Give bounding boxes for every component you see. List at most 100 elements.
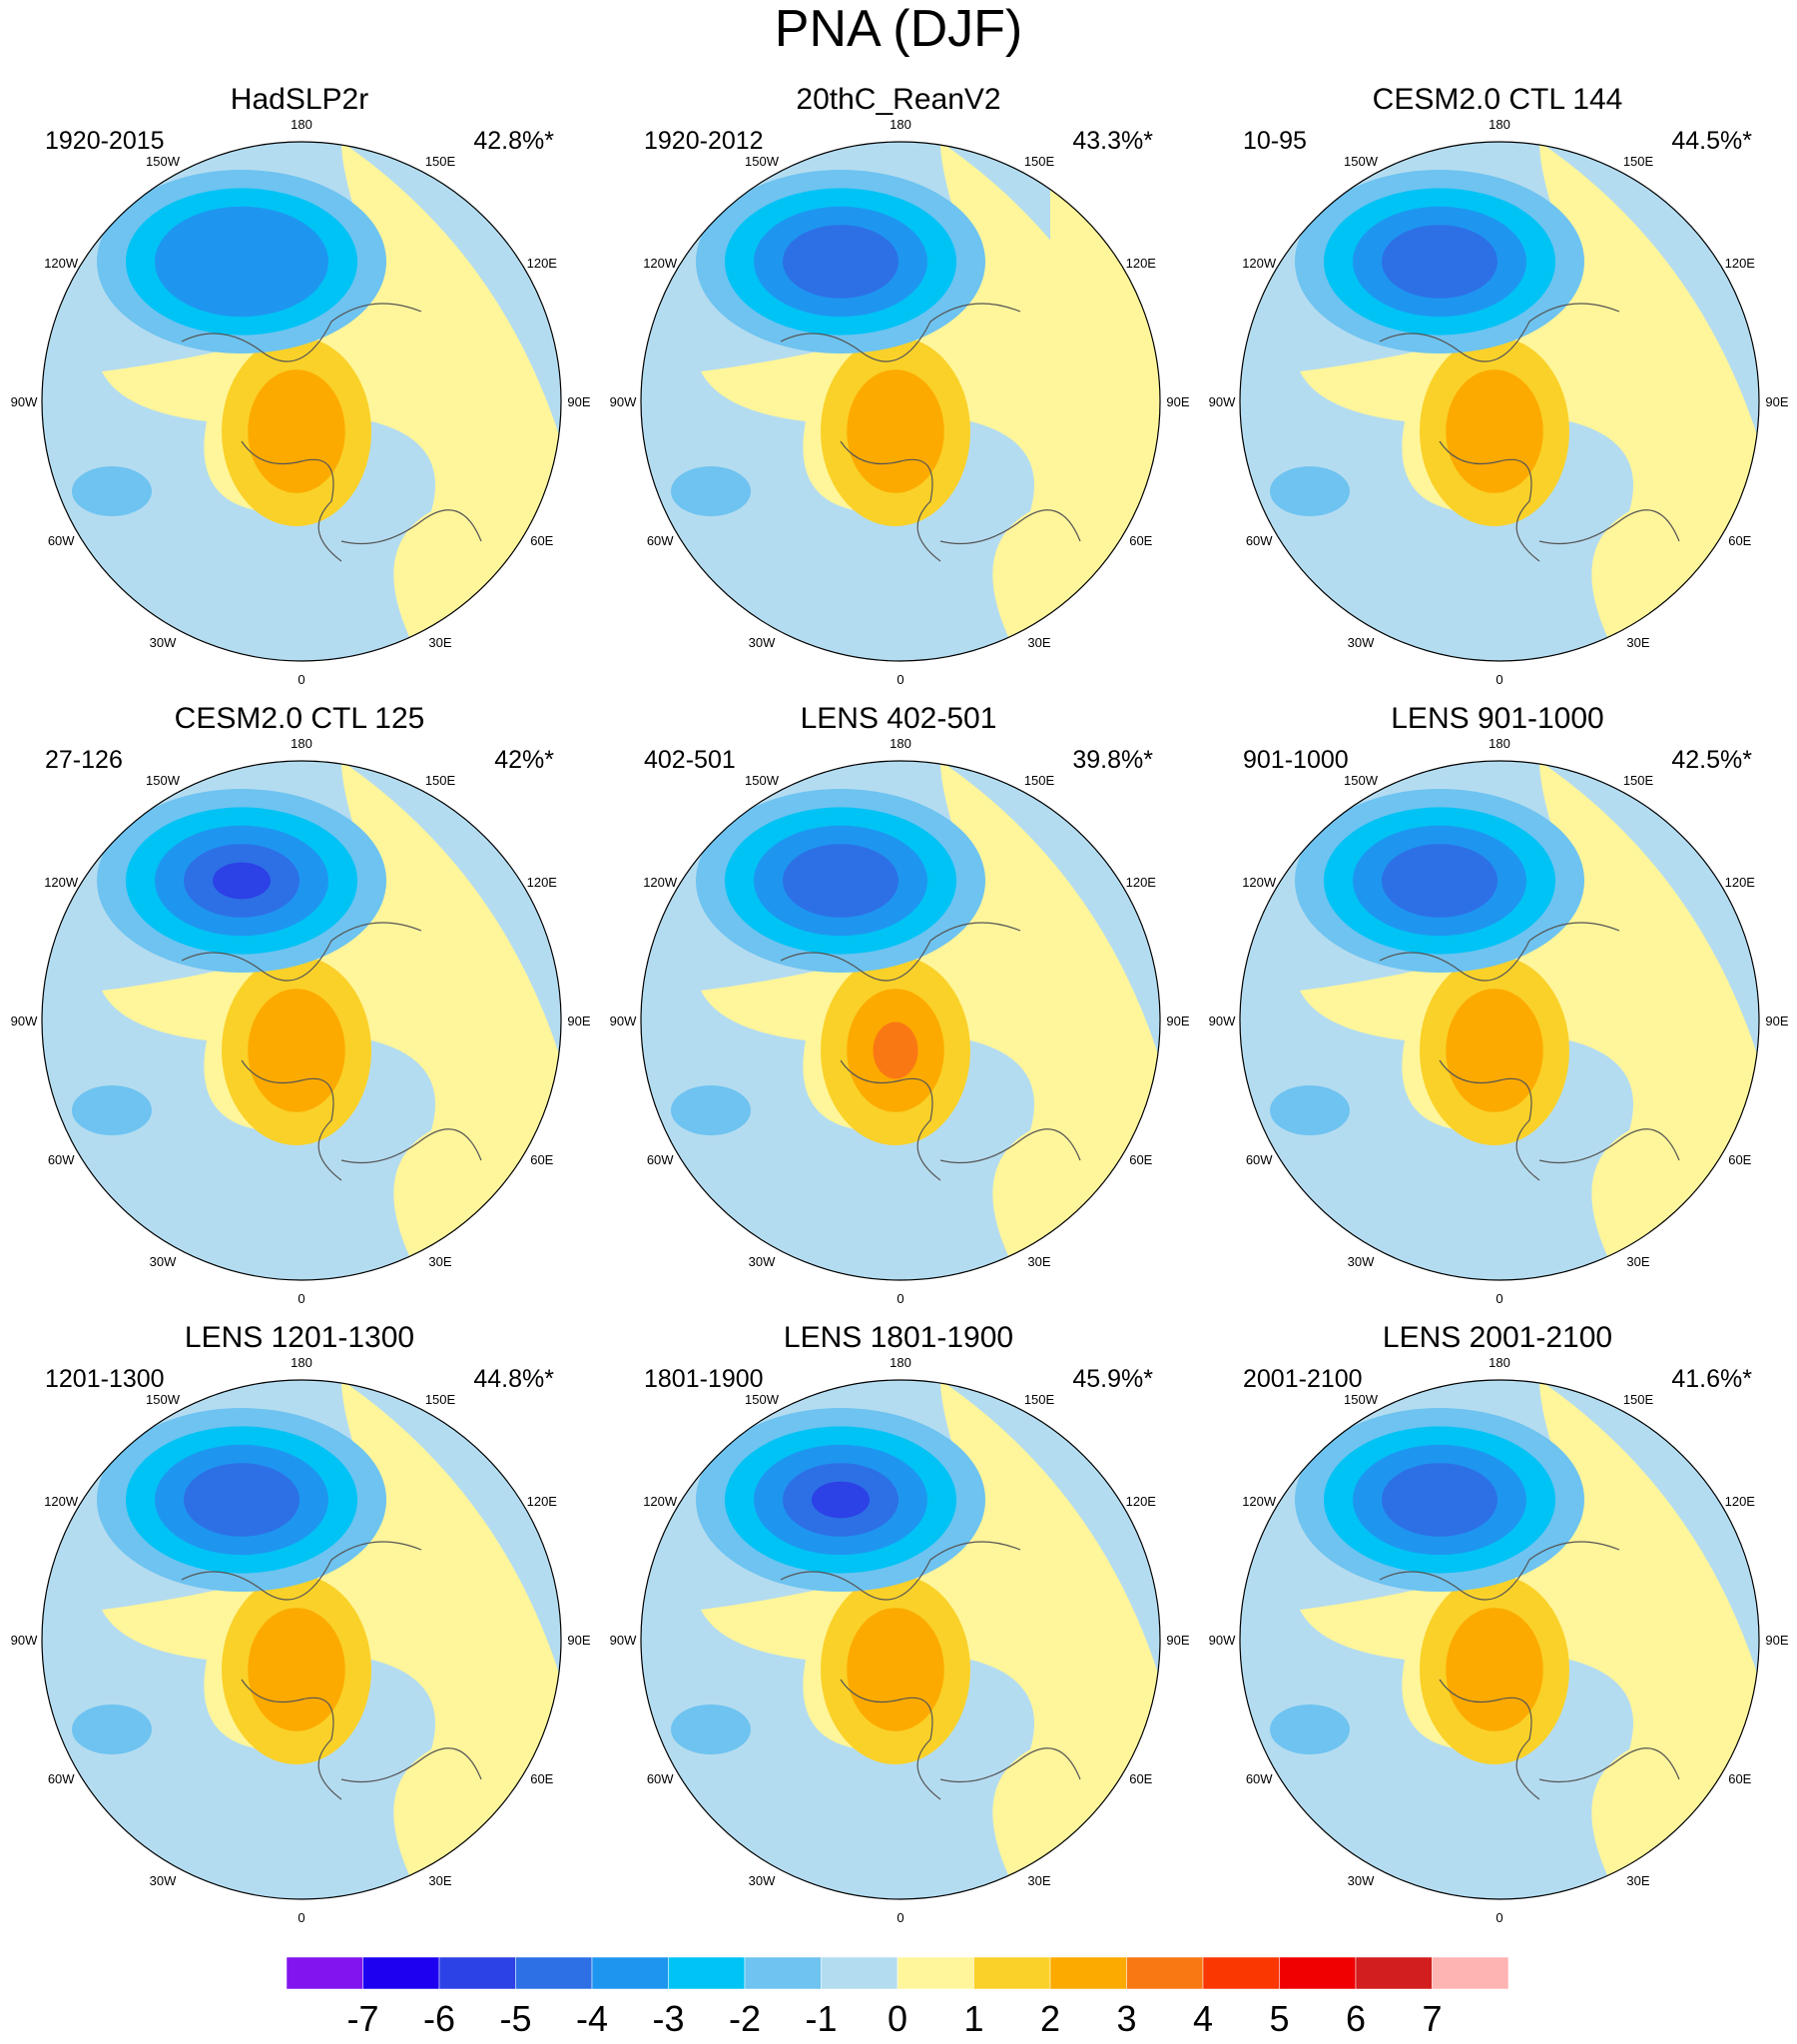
colorbar-tick-label: -3 bbox=[652, 1998, 684, 2039]
polar-map: 180 150E 120E 90E 60E 30E 0 30W 60W 90W 120W 150W bbox=[11, 120, 591, 687]
longitude-label: 30W bbox=[749, 635, 776, 650]
longitude-label: 120W bbox=[44, 875, 79, 890]
longitude-label: 0 bbox=[1496, 1910, 1502, 1925]
longitude-label: 90W bbox=[11, 394, 38, 409]
field-negative4 bbox=[155, 206, 328, 318]
field-positive-3 bbox=[873, 1022, 918, 1079]
panel-title: LENS 402-501 bbox=[800, 702, 997, 735]
longitude-label: 90W bbox=[610, 1633, 637, 1648]
longitude-label: 30E bbox=[1027, 635, 1050, 650]
field-positive-2 bbox=[847, 1608, 944, 1731]
longitude-label: 150E bbox=[1623, 154, 1654, 169]
longitude-label: 90E bbox=[567, 394, 590, 409]
longitude-label: 60W bbox=[1246, 533, 1273, 548]
panel-period: 1920-2012 bbox=[644, 127, 764, 155]
colorbar-swatch bbox=[668, 1957, 746, 1990]
colorbar-tick-label: -6 bbox=[423, 1998, 455, 2039]
map-border bbox=[41, 1379, 562, 1900]
longitude-label: 60E bbox=[1728, 1771, 1751, 1786]
panel-title: HadSLP2r bbox=[230, 83, 369, 116]
longitude-label: 120E bbox=[527, 256, 558, 271]
longitude-label: 30W bbox=[150, 1873, 177, 1888]
longitude-label: 180 bbox=[890, 120, 911, 132]
longitude-label: 150W bbox=[1344, 154, 1379, 169]
longitude-label: 150W bbox=[146, 773, 181, 788]
longitude-label: 0 bbox=[298, 1910, 304, 1925]
map-panel: LENS 1201-1300 1201-1300 44.8%* 180 150E 120E… bbox=[0, 1318, 599, 1937]
field-negative-2-atlantic bbox=[72, 466, 152, 516]
field-negative5 bbox=[783, 844, 898, 918]
coastlines bbox=[1379, 922, 1680, 1181]
longitude-label: 90W bbox=[11, 1014, 38, 1028]
longitude-label: 30W bbox=[749, 1873, 776, 1888]
field-negative-2-atlantic bbox=[671, 1085, 751, 1135]
colorbar-swatch bbox=[744, 1957, 822, 1990]
longitude-label: 30E bbox=[1027, 1873, 1050, 1888]
longitude-label: 120W bbox=[1242, 1494, 1277, 1509]
longitude-label: 120W bbox=[44, 1494, 79, 1509]
polar-map: 180 150E 120E 90E 60E 30E 0 30W 60W 90W 120W 150W bbox=[610, 120, 1190, 687]
colorbar-swatch bbox=[515, 1957, 593, 1990]
longitude-label: 60W bbox=[647, 533, 674, 548]
longitude-label: 30E bbox=[1626, 635, 1649, 650]
field-positive-2 bbox=[248, 989, 345, 1112]
longitude-label: 150W bbox=[745, 773, 780, 788]
longitude-label: 60E bbox=[530, 533, 553, 548]
longitude-label: 0 bbox=[1496, 672, 1502, 687]
longitude-label: 120W bbox=[1242, 875, 1277, 890]
longitude-label: 120E bbox=[1126, 256, 1157, 271]
coastlines bbox=[780, 303, 1081, 562]
longitude-label: 120W bbox=[643, 1494, 678, 1509]
polar-map: 180 150E 120E 90E 60E 30E 0 30W 60W 90W 120W 150W bbox=[1209, 739, 1789, 1306]
longitude-label: 60E bbox=[1728, 1152, 1751, 1167]
map-border bbox=[41, 141, 562, 662]
longitude-label: 90E bbox=[1765, 1633, 1788, 1648]
colorbar-tick-label: 7 bbox=[1422, 1998, 1442, 2039]
longitude-label: 30W bbox=[1348, 635, 1375, 650]
coastlines bbox=[1379, 303, 1680, 562]
field-negative-2-atlantic bbox=[671, 1704, 751, 1754]
colorbar-swatch bbox=[1126, 1957, 1204, 1990]
longitude-label: 60W bbox=[48, 1152, 75, 1167]
longitude-label: 90W bbox=[1209, 394, 1236, 409]
longitude-label: 120E bbox=[1725, 1494, 1756, 1509]
longitude-label: 30E bbox=[428, 1873, 451, 1888]
colorbar-tick-label: -2 bbox=[729, 1998, 761, 2039]
colorbar-tick-label: -1 bbox=[805, 1998, 837, 2039]
longitude-label: 60E bbox=[530, 1152, 553, 1167]
longitude-label: 60W bbox=[1246, 1771, 1273, 1786]
longitude-label: 60W bbox=[647, 1771, 674, 1786]
longitude-label: 150W bbox=[745, 1392, 780, 1407]
longitude-label: 0 bbox=[897, 672, 903, 687]
panel-period: 27-126 bbox=[45, 746, 123, 774]
longitude-label: 90W bbox=[610, 394, 637, 409]
colorbar-swatch bbox=[1355, 1957, 1433, 1990]
map-border bbox=[1239, 141, 1760, 662]
coastlines bbox=[181, 1541, 482, 1800]
map-panel: LENS 901-1000 901-1000 42.5%* 180 150E 120E 90… bbox=[1198, 699, 1797, 1318]
colorbar-tick-label: 0 bbox=[888, 1998, 907, 2039]
panel-title: LENS 1801-1900 bbox=[783, 1321, 1014, 1354]
panel-period: 10-95 bbox=[1243, 127, 1307, 155]
longitude-label: 180 bbox=[1489, 1358, 1510, 1370]
longitude-label: 180 bbox=[1489, 120, 1510, 132]
coastlines bbox=[780, 922, 1081, 1181]
coastlines bbox=[181, 303, 482, 562]
coastlines bbox=[181, 922, 482, 1181]
panel-period: 901-1000 bbox=[1243, 746, 1349, 774]
longitude-label: 90E bbox=[1765, 1014, 1788, 1028]
colorbar: -7 -6 -5 -4 -3 -2 -1 0 1 2 3 4 5 6 7 bbox=[286, 1957, 1509, 2039]
field-negative-2-atlantic bbox=[1270, 466, 1350, 516]
polar-map: 180 150E 120E 90E 60E 30E 0 30W 60W 90W 120W 150W bbox=[1209, 120, 1789, 687]
field-positive-2 bbox=[1446, 1608, 1543, 1731]
colorbar-swatch bbox=[591, 1957, 669, 1990]
longitude-label: 120E bbox=[1725, 256, 1756, 271]
colorbar-tick-label: 2 bbox=[1040, 1998, 1060, 2039]
longitude-label: 150E bbox=[425, 1392, 456, 1407]
colorbar-swatch bbox=[821, 1957, 898, 1990]
map-panel: LENS 402-501 402-501 39.8%* 180 150E 120E 90E 6… bbox=[599, 699, 1198, 1318]
panel-variance: 42%* bbox=[494, 746, 554, 774]
panel-title: LENS 901-1000 bbox=[1391, 702, 1604, 735]
longitude-label: 90W bbox=[610, 1014, 637, 1028]
field-negative-2-atlantic bbox=[1270, 1704, 1350, 1754]
